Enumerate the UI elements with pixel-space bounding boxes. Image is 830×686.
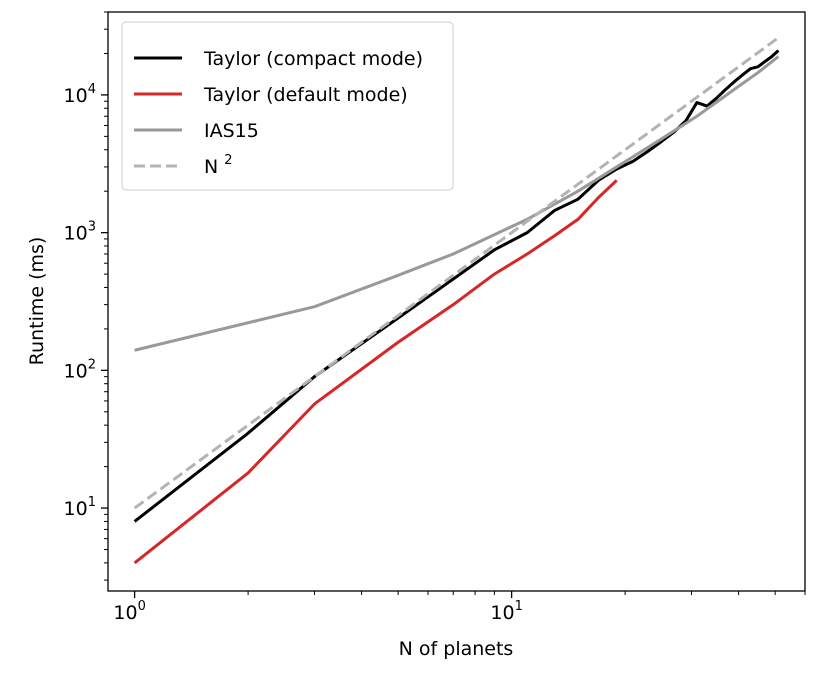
legend-box	[121, 21, 454, 191]
x-axis-label: N of planets	[399, 638, 514, 660]
series-layer	[133, 36, 780, 565]
legend-label-3: N 2	[204, 153, 233, 178]
y-tick-label-0: 101	[64, 495, 96, 520]
x-tick-label-1: 101	[490, 599, 522, 624]
legend-label-1: Taylor (default mode)	[203, 84, 408, 106]
x-tick-label-0: 100	[113, 599, 145, 624]
series-line-2	[134, 55, 780, 352]
legend-label-2: IAS15	[204, 120, 259, 142]
series-line-3	[133, 36, 780, 510]
ticks-layer: 100 101 101 102 103 104	[64, 11, 806, 624]
y-tick-label-1: 102	[64, 357, 96, 382]
y-tick-label-2: 103	[64, 220, 96, 245]
series-line-0	[133, 49, 780, 523]
legend-label-0: Taylor (compact mode)	[203, 48, 423, 70]
series-line-1	[133, 179, 618, 565]
y-axis-label: Runtime (ms)	[26, 237, 48, 366]
plot-frame	[107, 11, 806, 592]
y-tick-label-3: 104	[64, 82, 96, 107]
legend: Taylor (compact mode) Taylor (default mod…	[121, 21, 454, 191]
